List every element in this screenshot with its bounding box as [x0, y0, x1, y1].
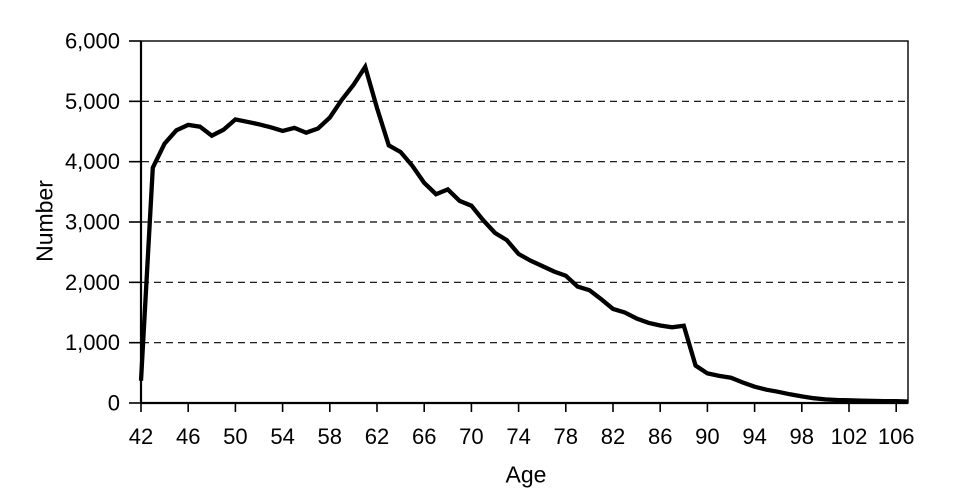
y-tick-label-3000: 3,000: [65, 210, 120, 235]
x-tick-label-90: 90: [695, 424, 719, 449]
x-tick-label-42: 42: [129, 424, 153, 449]
x-tick-label-54: 54: [270, 424, 294, 449]
x-tick-label-46: 46: [176, 424, 200, 449]
x-tick-label-82: 82: [601, 424, 625, 449]
x-tick-label-50: 50: [223, 424, 247, 449]
x-tick-label-94: 94: [742, 424, 766, 449]
y-tick-label-5000: 5,000: [65, 89, 120, 114]
x-axis-title: Age: [505, 461, 547, 488]
y-tick-label-4000: 4,000: [65, 149, 120, 174]
y-tick-label-6000: 6,000: [65, 29, 120, 54]
x-tick-label-62: 62: [365, 424, 389, 449]
data-line-1: [138, 61, 909, 404]
x-tick-label-58: 58: [318, 424, 342, 449]
y-tick-label-2000: 2,000: [65, 270, 120, 295]
x-tick-label-102: 102: [831, 424, 868, 449]
x-tick-label-74: 74: [506, 424, 530, 449]
x-tick-label-78: 78: [554, 424, 578, 449]
y-tick-label-1000: 1,000: [65, 330, 120, 355]
x-tick-label-70: 70: [459, 424, 483, 449]
y-tick-label-0: 0: [108, 391, 120, 416]
y-axis-title: Number: [31, 180, 58, 262]
x-tick-label-66: 66: [412, 424, 436, 449]
x-tick-label-106: 106: [878, 424, 915, 449]
x-tick-label-98: 98: [790, 424, 814, 449]
x-tick-label-86: 86: [648, 424, 672, 449]
